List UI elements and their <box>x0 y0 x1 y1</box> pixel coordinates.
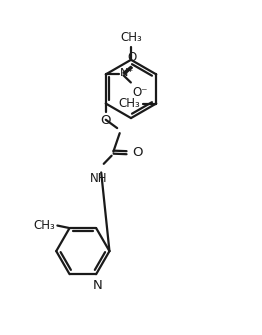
Text: N⁺: N⁺ <box>120 68 134 78</box>
Text: O: O <box>101 114 111 127</box>
Text: CH₃: CH₃ <box>120 31 142 44</box>
Text: O: O <box>132 146 143 159</box>
Text: O⁻: O⁻ <box>133 86 148 99</box>
Text: CH₃: CH₃ <box>34 219 55 232</box>
Text: CH₃: CH₃ <box>119 97 140 110</box>
Text: O: O <box>128 51 137 64</box>
Text: N: N <box>92 279 102 292</box>
Text: NH: NH <box>89 173 107 186</box>
